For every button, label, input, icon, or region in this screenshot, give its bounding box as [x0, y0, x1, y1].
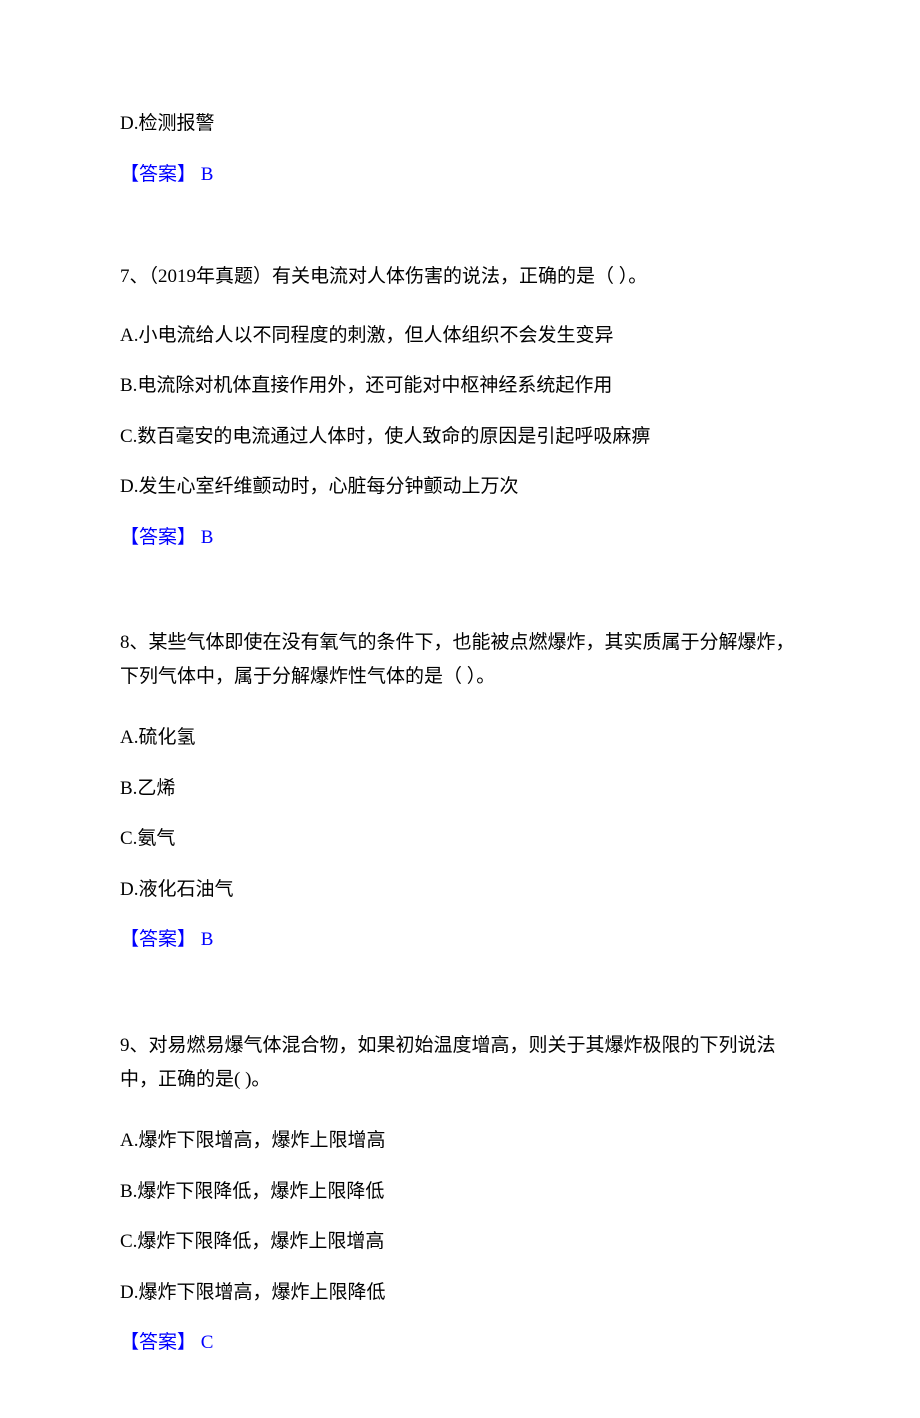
q9-option-a: A.爆炸下限增高，爆炸上限增高	[120, 1127, 800, 1156]
q9-option-c: C.爆炸下限降低，爆炸上限增高	[120, 1228, 800, 1257]
q7-option-c: C.数百毫安的电流通过人体时，使人致命的原因是引起呼吸麻痹	[120, 423, 800, 452]
answer-label: 【答案】	[120, 527, 196, 548]
answer-value: B	[196, 929, 213, 950]
q8-answer: 【答案】 B	[120, 926, 800, 955]
answer-label: 【答案】	[120, 164, 196, 185]
q8-option-c: C.氨气	[120, 825, 800, 854]
q9-answer: 【答案】 C	[120, 1329, 800, 1358]
answer-value: B	[196, 164, 213, 185]
q7-option-b: B.电流除对机体直接作用外，还可能对中枢神经系统起作用	[120, 372, 800, 401]
q8-option-a: A.硫化氢	[120, 724, 800, 753]
document-page: D.检测报警 【答案】 B 7、（2019年真题）有关电流对人体伤害的说法，正确…	[0, 0, 920, 1418]
answer-label: 【答案】	[120, 929, 196, 950]
answer-value: B	[196, 527, 213, 548]
q7-option-d: D.发生心室纤维颤动时，心脏每分钟颤动上万次	[120, 473, 800, 502]
answer-label: 【答案】	[120, 1332, 196, 1353]
answer-value: C	[196, 1332, 213, 1353]
q6-answer: 【答案】 B	[120, 161, 800, 190]
q7-stem: 7、（2019年真题）有关电流对人体伤害的说法，正确的是（ ）。	[120, 263, 800, 292]
q9-option-b: B.爆炸下限降低，爆炸上限降低	[120, 1178, 800, 1207]
q7-option-a: A.小电流给人以不同程度的刺激，但人体组织不会发生变异	[120, 322, 800, 351]
q7-answer: 【答案】 B	[120, 524, 800, 553]
q8-option-d: D.液化石油气	[120, 876, 800, 905]
q8-stem: 8、某些气体即使在没有氧气的条件下，也能被点燃爆炸，其实质属于分解爆炸，下列气体…	[120, 626, 800, 694]
q9-stem: 9、对易燃易爆气体混合物，如果初始温度增高，则关于其爆炸极限的下列说法中，正确的…	[120, 1029, 800, 1097]
q8-option-b: B.乙烯	[120, 775, 800, 804]
q6-option-d: D.检测报警	[120, 110, 800, 139]
q9-option-d: D.爆炸下限增高，爆炸上限降低	[120, 1279, 800, 1308]
